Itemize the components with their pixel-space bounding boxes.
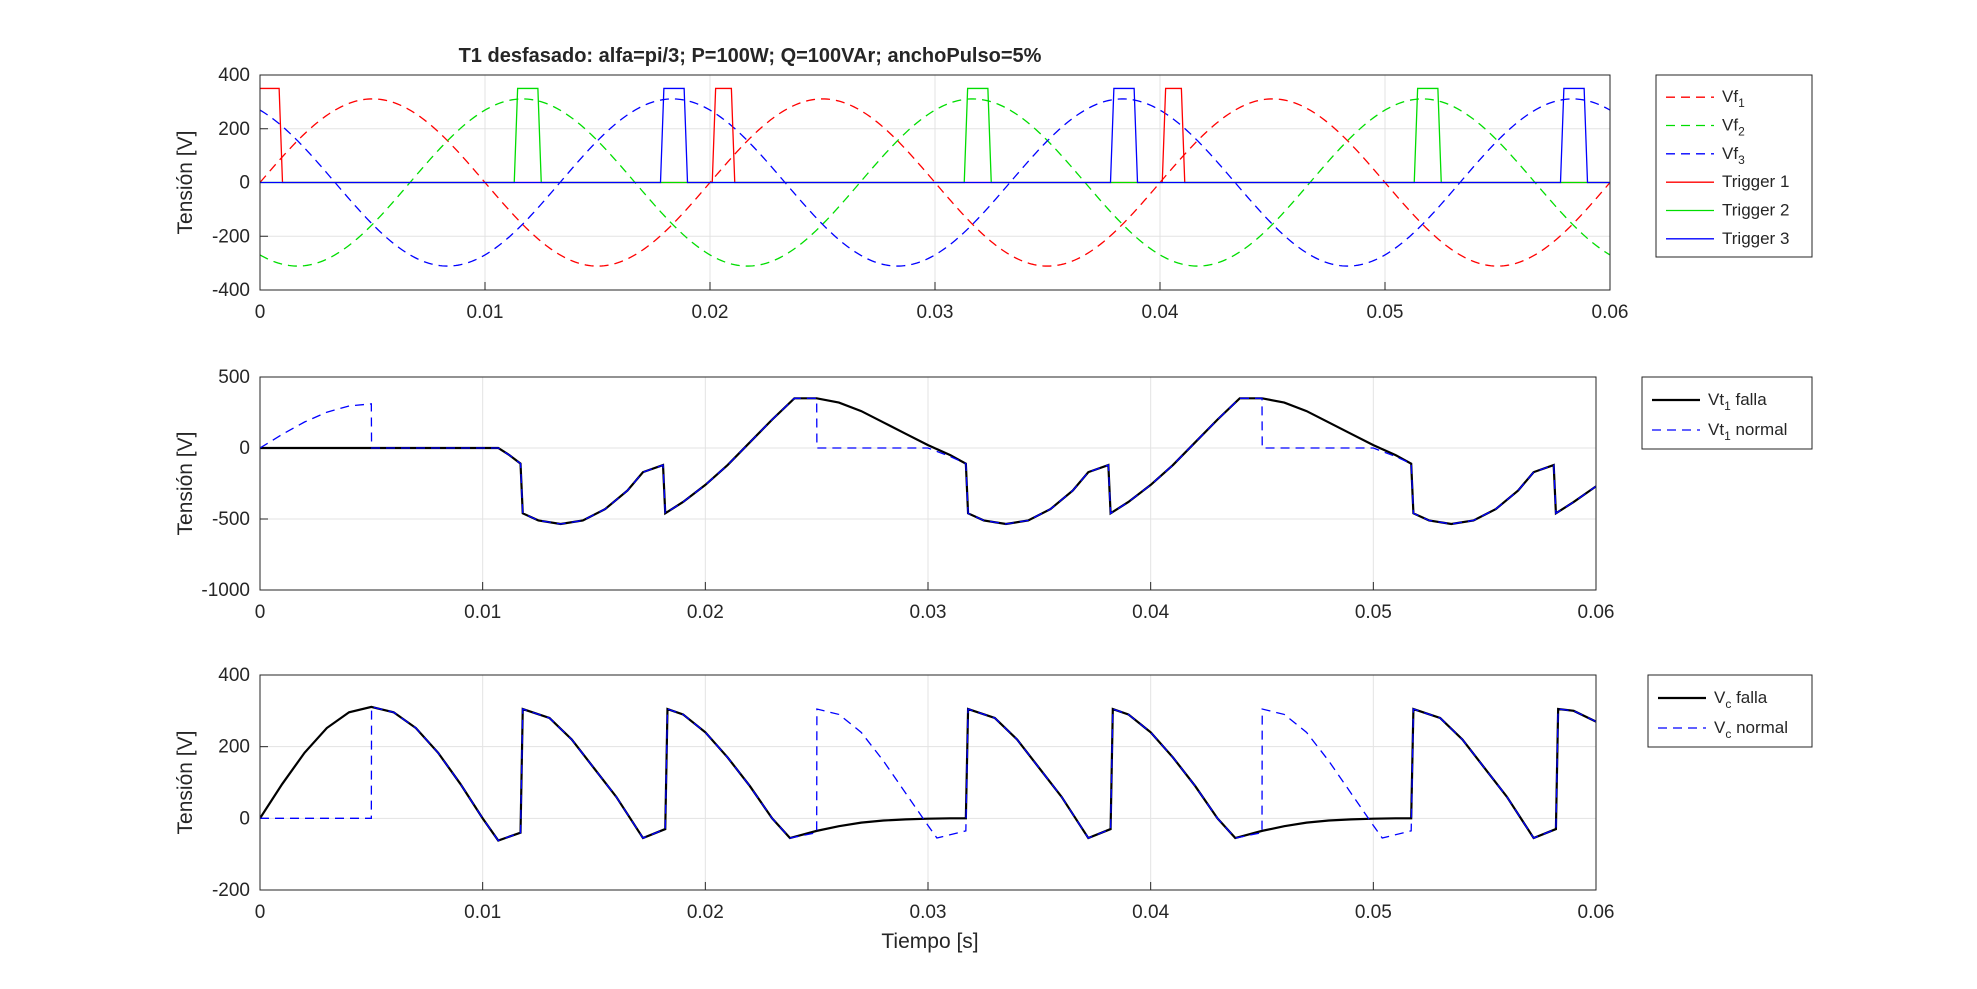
x-tick-label: 0.06 bbox=[1592, 302, 1629, 323]
subplot-2: 0 0.01 0.02 0.03 0.04 0.05 0.06 500 0 -500 -1000 Te… bbox=[174, 367, 1813, 623]
legend-label-suffix: normal bbox=[1731, 420, 1788, 439]
x-tick-label: 0.03 bbox=[910, 902, 947, 923]
legend-label-name: V bbox=[1714, 688, 1726, 707]
legend-label-name: Trigger 3 bbox=[1722, 229, 1789, 248]
legend-label-suffix: falla bbox=[1731, 688, 1767, 707]
x-tick-label: 0.01 bbox=[467, 302, 504, 323]
axes-box bbox=[259, 376, 1597, 591]
x-tick-label: 0 bbox=[255, 902, 266, 923]
y-tick-label: 400 bbox=[218, 65, 250, 86]
series-line-2 bbox=[260, 706, 1596, 842]
legend-box bbox=[1641, 376, 1813, 450]
y-tick-label: -1000 bbox=[201, 580, 250, 601]
x-tick-label: 0.04 bbox=[1132, 902, 1169, 923]
legend-label-name: Vf bbox=[1722, 87, 1738, 106]
y-axis-label: Tensión [V] bbox=[174, 432, 197, 536]
plots: 0 0.01 0.02 0.03 0.04 0.05 0.064002000-200-400… bbox=[174, 65, 1813, 923]
subplot-1: 0 0.01 0.02 0.03 0.04 0.05 0.06 400 200 0 -200 -400… bbox=[174, 65, 1813, 323]
y-tick-label: -400 bbox=[212, 280, 250, 301]
x-axis-label: Tiempo [s] bbox=[881, 930, 978, 953]
x-tick-label: 0.02 bbox=[687, 902, 724, 923]
y-tick-label: 0 bbox=[239, 808, 250, 829]
x-tick-label: 0.01 bbox=[464, 902, 501, 923]
y-tick-label: 500 bbox=[218, 367, 250, 388]
legend-label-name: Vt bbox=[1708, 420, 1724, 439]
legend-label: Trigger 1 bbox=[1722, 172, 1789, 191]
x-tick-label: 0.02 bbox=[687, 602, 724, 623]
subplot-3: 0 0.01 0.02 0.03 0.04 0.05 0.064002000-200Tens… bbox=[174, 665, 1813, 923]
x-tick-label: 0.06 bbox=[1578, 902, 1615, 923]
series-group bbox=[260, 397, 1596, 526]
series-line-4 bbox=[260, 87, 1610, 184]
y-tick-label: 0 bbox=[239, 173, 250, 194]
legend-label-subscript: 1 bbox=[1738, 96, 1745, 110]
legend-label-name: Trigger 2 bbox=[1722, 201, 1789, 220]
series-line-5 bbox=[260, 87, 1610, 184]
y-tick-label: 400 bbox=[218, 665, 250, 686]
y-axis-label: Tensión [V] bbox=[174, 131, 197, 235]
x-tick-label: 0.01 bbox=[464, 602, 501, 623]
series-group bbox=[260, 705, 1596, 842]
y-tick-label: 200 bbox=[218, 737, 250, 758]
x-tick-label: 0.02 bbox=[692, 302, 729, 323]
axes-box bbox=[259, 74, 1611, 291]
y-tick-label: 200 bbox=[218, 119, 250, 140]
x-tick-label: 0.03 bbox=[910, 602, 947, 623]
x-tick-label: 0.05 bbox=[1355, 602, 1392, 623]
legend-label: Vf1 bbox=[1722, 87, 1745, 110]
x-tick-label: 0.05 bbox=[1367, 302, 1404, 323]
legend-label: Vf2 bbox=[1722, 116, 1745, 139]
legend-label-subscript: 1 bbox=[1724, 429, 1731, 443]
legend-label-subscript: 3 bbox=[1738, 153, 1745, 167]
legend-label: Vc falla bbox=[1714, 688, 1768, 711]
series-line-3 bbox=[260, 98, 1610, 267]
legend-box bbox=[1647, 674, 1813, 748]
x-tick-label: 0.03 bbox=[917, 302, 954, 323]
legend-label-suffix: falla bbox=[1731, 390, 1767, 409]
series-line-6 bbox=[260, 87, 1610, 184]
series-line-2 bbox=[260, 98, 1610, 267]
legend-label: Trigger 3 bbox=[1722, 229, 1789, 248]
legend-label-name: Vt bbox=[1708, 390, 1724, 409]
x-tick-label: 0.04 bbox=[1142, 302, 1179, 323]
legend-label-subscript: 2 bbox=[1738, 125, 1745, 139]
legend-label-name: Vf bbox=[1722, 116, 1738, 135]
legend-label: Vt1 normal bbox=[1708, 420, 1787, 443]
legend-label-name: Trigger 1 bbox=[1722, 172, 1789, 191]
axes-box bbox=[259, 674, 1597, 891]
y-tick-label: 0 bbox=[239, 438, 250, 459]
legend-box bbox=[1655, 74, 1813, 258]
x-tick-label: 0 bbox=[255, 602, 266, 623]
y-tick-label: -500 bbox=[212, 509, 250, 530]
y-tick-label: -200 bbox=[212, 880, 250, 901]
x-tick-label: 0 bbox=[255, 302, 266, 323]
series-line-2 bbox=[260, 397, 1596, 525]
legend-label-name: V bbox=[1714, 718, 1726, 737]
legend-label: Vf3 bbox=[1722, 144, 1745, 167]
x-tick-label: 0.04 bbox=[1132, 602, 1169, 623]
legend-label-suffix: normal bbox=[1731, 718, 1788, 737]
legend-label: Vc normal bbox=[1714, 718, 1788, 741]
legend-label-name: Vf bbox=[1722, 144, 1738, 163]
series-group bbox=[260, 87, 1610, 267]
legend-label-subscript: c bbox=[1725, 727, 1731, 741]
legend-label: Trigger 2 bbox=[1722, 201, 1789, 220]
y-tick-label: -200 bbox=[212, 226, 250, 247]
x-tick-label: 0.06 bbox=[1578, 602, 1615, 623]
figure-title: T1 desfasado: alfa=pi/3; P=100W; Q=100VA… bbox=[459, 45, 1042, 67]
y-axis-label: Tensión [V] bbox=[174, 731, 197, 835]
x-tick-label: 0.05 bbox=[1355, 902, 1392, 923]
legend-label-subscript: 1 bbox=[1724, 399, 1731, 413]
legend-label: Vt1 falla bbox=[1708, 390, 1767, 413]
legend-label-subscript: c bbox=[1725, 697, 1731, 711]
